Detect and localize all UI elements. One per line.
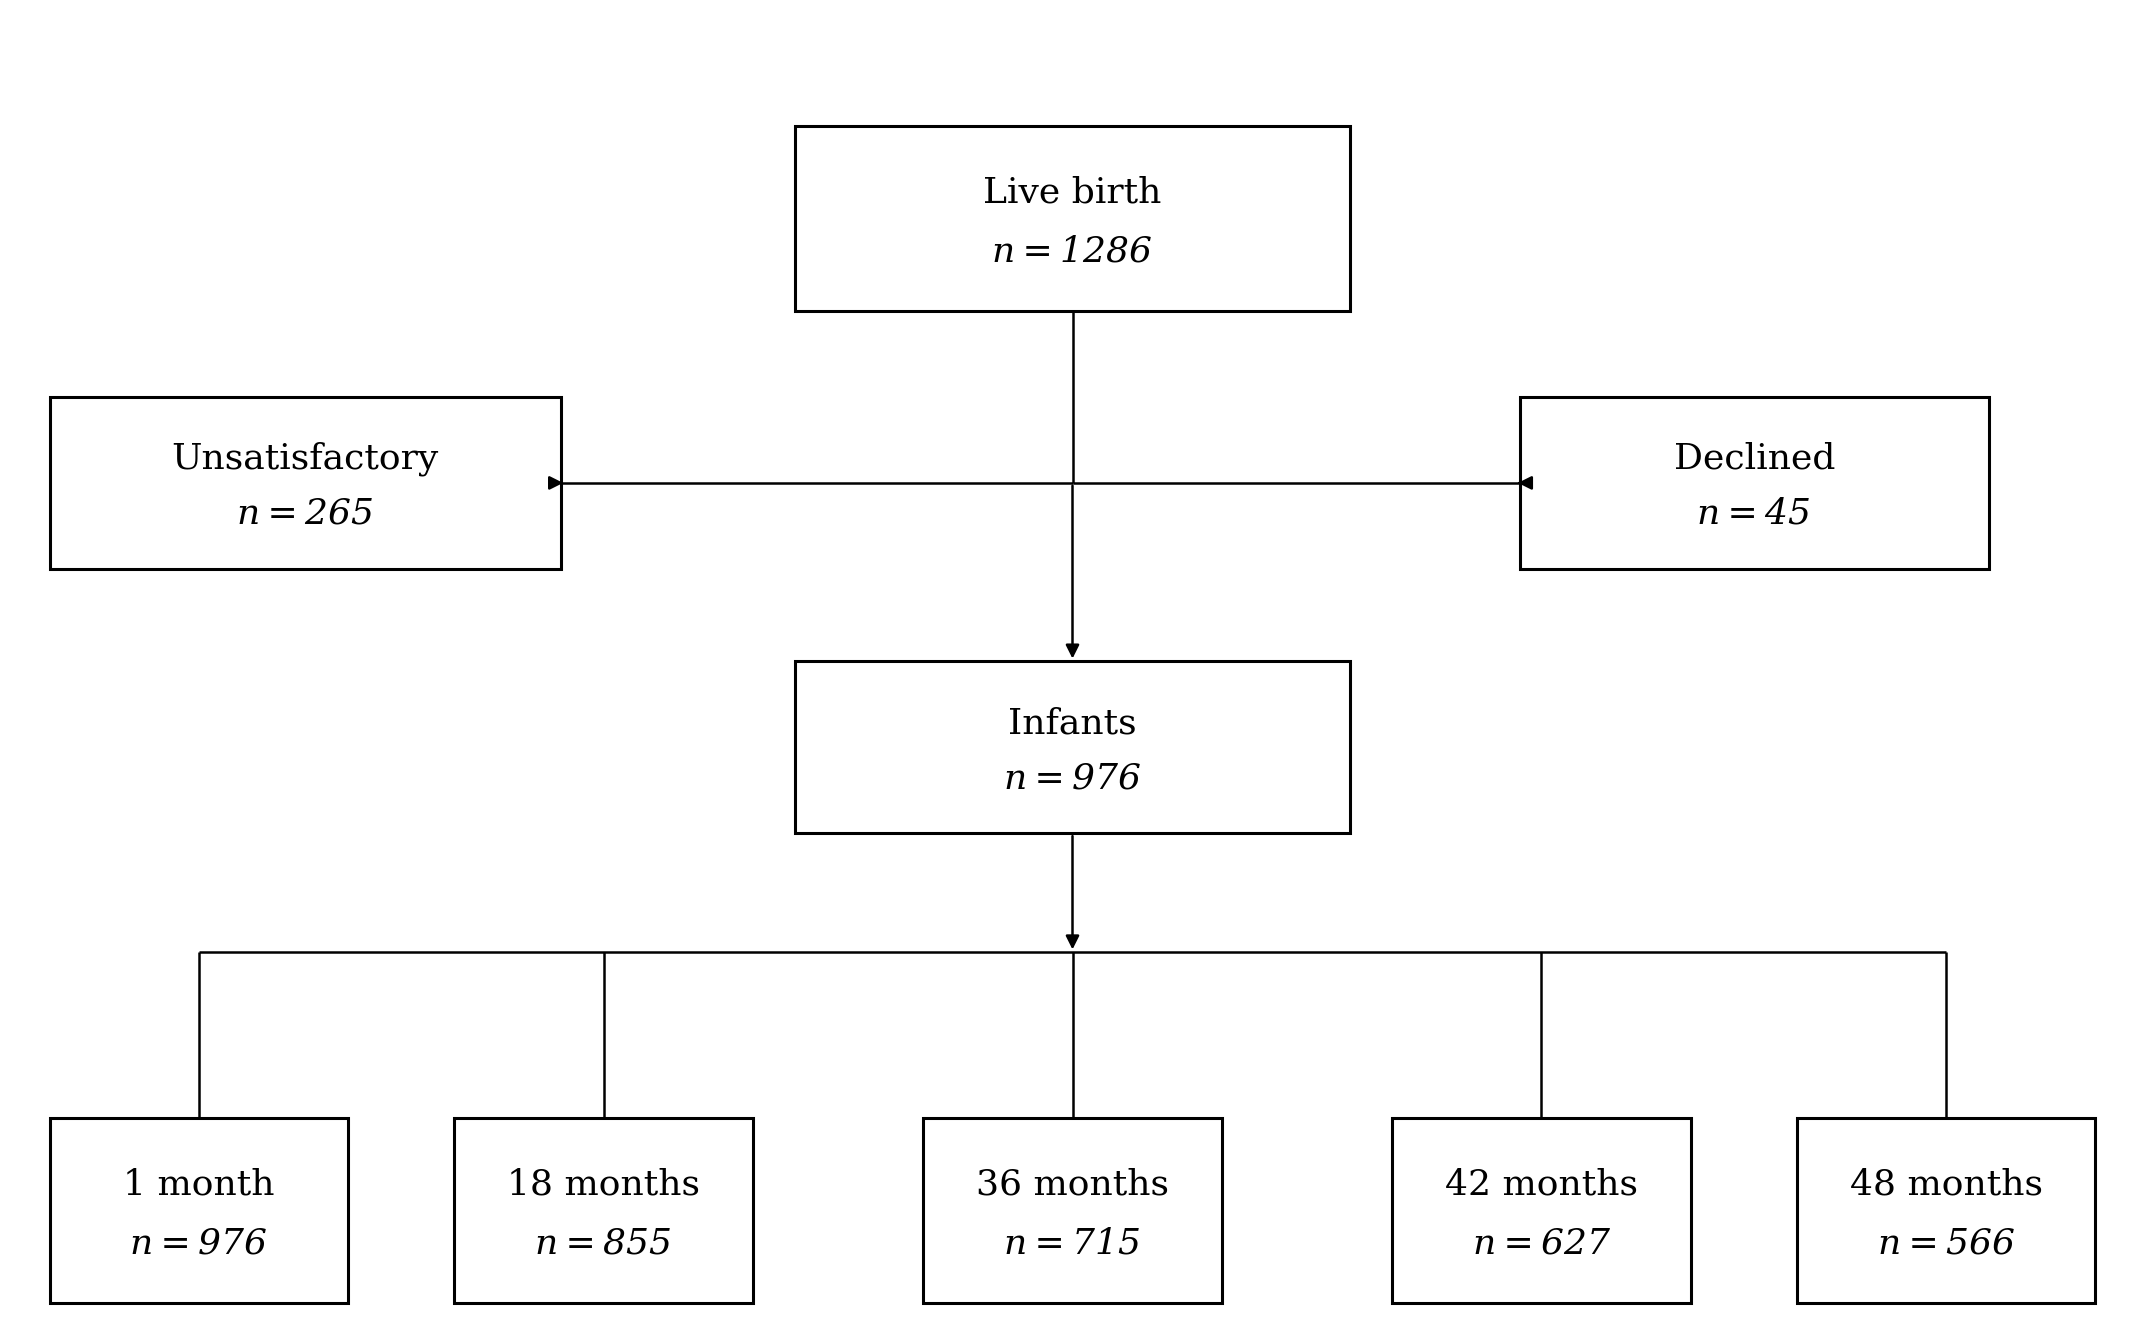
FancyBboxPatch shape (49, 397, 562, 569)
Text: Live birth: Live birth (982, 175, 1163, 210)
FancyBboxPatch shape (49, 1117, 347, 1303)
Text: n = 45: n = 45 (1697, 497, 1813, 530)
Text: Unsatisfactory: Unsatisfactory (172, 442, 440, 476)
FancyBboxPatch shape (455, 1117, 753, 1303)
Text: n = 976: n = 976 (131, 1226, 268, 1260)
FancyBboxPatch shape (922, 1117, 1223, 1303)
Text: n = 715: n = 715 (1004, 1226, 1141, 1260)
Text: 48 months: 48 months (1849, 1168, 2042, 1201)
Text: n = 976: n = 976 (1004, 762, 1141, 795)
Text: n = 1286: n = 1286 (993, 235, 1152, 269)
Text: 42 months: 42 months (1446, 1168, 1639, 1201)
Text: n = 566: n = 566 (1877, 1226, 2014, 1260)
FancyBboxPatch shape (796, 661, 1349, 834)
FancyBboxPatch shape (1798, 1117, 2096, 1303)
Text: n = 265: n = 265 (236, 497, 373, 530)
Text: 18 months: 18 months (506, 1168, 699, 1201)
Text: Infants: Infants (1008, 707, 1137, 740)
Text: n = 855: n = 855 (534, 1226, 671, 1260)
Text: 36 months: 36 months (976, 1168, 1169, 1201)
FancyBboxPatch shape (1521, 397, 1988, 569)
Text: Declined: Declined (1673, 442, 1836, 476)
FancyBboxPatch shape (796, 126, 1349, 311)
Text: n = 627: n = 627 (1474, 1226, 1611, 1260)
Text: 1 month: 1 month (122, 1168, 275, 1201)
FancyBboxPatch shape (1392, 1117, 1690, 1303)
